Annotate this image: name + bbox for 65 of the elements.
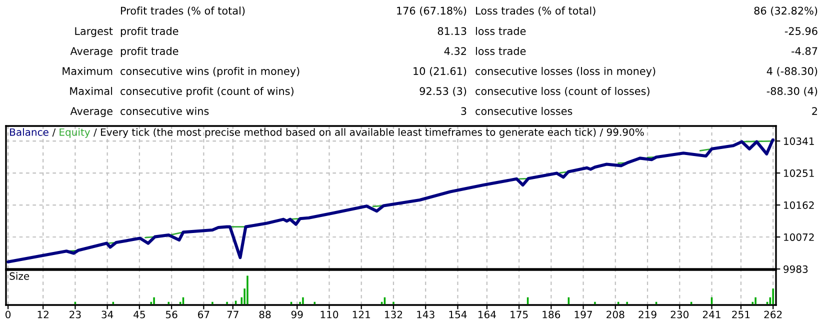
- x-tick-label: 0: [6, 310, 11, 318]
- text: -4.87: [792, 47, 818, 56]
- x-tick-label: 154: [449, 310, 467, 318]
- text: 3: [461, 107, 466, 116]
- text: Average: [70, 47, 112, 58]
- text: consecutive loss (count of losses): [476, 86, 650, 96]
- x-tick-label: 164: [478, 310, 496, 318]
- x-tick-label: 219: [638, 310, 656, 318]
- text: Loss trades (% of total): [476, 6, 596, 16]
- text: Largest: [75, 27, 113, 38]
- text: Profit trades (% of total): [121, 6, 245, 16]
- x-tick-label: 56: [166, 310, 178, 318]
- line-series: [6, 138, 775, 264]
- text: 4 (-88.30): [766, 66, 818, 76]
- text: 2: [812, 107, 817, 115]
- x-tick-label: 12: [38, 310, 48, 318]
- x-tick-label: 208: [606, 310, 624, 318]
- x-tick-label: 186: [542, 310, 560, 318]
- text: consecutive losses (loss in money): [476, 66, 656, 78]
- x-tick-label: 197: [574, 310, 592, 318]
- x-tick-label: 23: [70, 310, 81, 318]
- y-tick-label: 10162: [784, 201, 814, 209]
- x-tick-label: 34: [102, 310, 114, 318]
- x-tick-label: 121: [352, 310, 370, 318]
- text: 4.32: [444, 47, 466, 56]
- text: 176 (67.18%): [397, 6, 466, 16]
- x-tick-label: 99: [291, 310, 303, 318]
- text: Equity: [60, 128, 90, 138]
- text: -25.96: [784, 27, 818, 36]
- x-tick-label: 241: [702, 310, 720, 318]
- text: profit trade: [120, 26, 178, 38]
- y-tick-label: 10341: [784, 137, 814, 145]
- y-axis-title: Size: [10, 272, 30, 280]
- text: -88.30 (4): [766, 86, 818, 96]
- x-tick-label: 77: [227, 310, 238, 318]
- x-tick-label: 110: [320, 310, 338, 318]
- text: profit trade: [120, 46, 178, 58]
- x-tick-label: 230: [670, 310, 689, 318]
- x-tick-label: 88: [259, 310, 271, 318]
- annotation: /: [52, 128, 56, 137]
- x-tick-label: 45: [134, 310, 145, 318]
- text: 86 (32.82%): [754, 6, 818, 16]
- text: Maximal: [70, 86, 112, 96]
- x-tick-label: 175: [510, 310, 528, 318]
- x-tick-label: 262: [764, 310, 782, 318]
- text: Maximum: [62, 66, 112, 76]
- y-tick-label: 9983: [784, 265, 808, 273]
- text: consecutive wins: [120, 106, 209, 116]
- text: loss trade: [476, 26, 526, 36]
- x-tick-label: 143: [417, 310, 434, 318]
- x-tick-label: 132: [385, 310, 402, 318]
- y-tick-label: 10072: [784, 233, 814, 241]
- y-tick-label: 10251: [784, 169, 814, 177]
- x-tick-label: 251: [732, 310, 750, 318]
- text: Average: [70, 107, 112, 118]
- text: Balance: [10, 128, 48, 136]
- text: consecutive profit (count of wins): [120, 86, 294, 98]
- text: 92.53 (3): [420, 86, 466, 96]
- x-tick-label: 67: [198, 310, 210, 318]
- annotation: / Every tick (the most precise method based on all available least timeframes to generate each tick) / 99.90%: [94, 128, 644, 138]
- text: consecutive wins (profit in money): [120, 66, 300, 78]
- text: consecutive losses: [476, 106, 572, 116]
- text: 81.13: [438, 27, 466, 36]
- text: 10 (21.61): [414, 66, 466, 76]
- text: loss trade: [476, 46, 526, 56]
